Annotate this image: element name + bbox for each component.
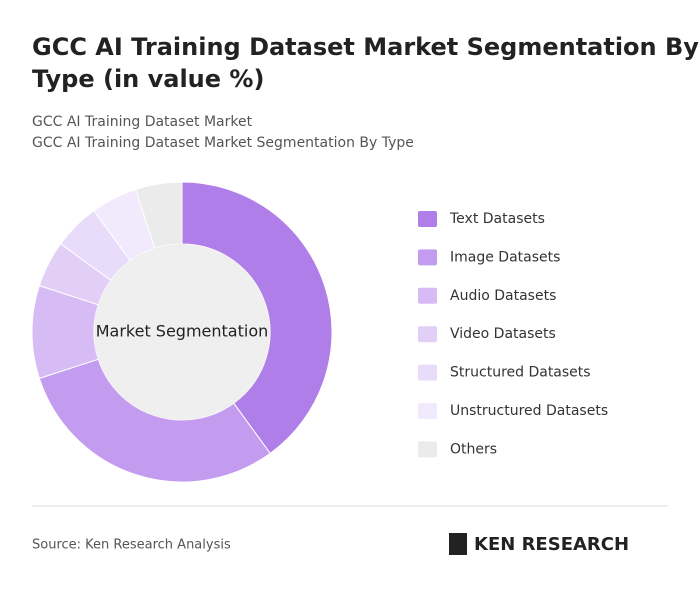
legend-label: Image Datasets [450,249,560,265]
legend-swatch [418,364,437,381]
legend-label: Audio Datasets [450,288,556,304]
center-hole [94,244,270,420]
legend-label: Unstructured Datasets [450,403,608,419]
legend-swatch [418,249,437,266]
legend-label: Video Datasets [450,326,556,342]
legend-swatch [418,326,437,343]
legend-label: Structured Datasets [450,365,591,381]
legend-swatch [418,441,437,458]
chart-title: GCC AI Training Dataset Market Segmentat… [32,33,699,93]
legend-swatch [418,403,437,419]
center-label: Market Segmentation [96,322,269,341]
legend-swatch [418,287,437,304]
legend-label: Text Datasets [449,211,545,227]
subtitle: GCC AI Training Dataset Market Segmentat… [32,135,414,151]
legend-label: Others [450,441,497,457]
logo-icon [449,533,467,555]
source: Source: Ken Research Analysis [32,538,231,553]
legend-swatch [418,211,437,227]
subtitle: GCC AI Training Dataset Market [32,114,253,130]
logo: KEN RESEARCH [474,534,629,555]
